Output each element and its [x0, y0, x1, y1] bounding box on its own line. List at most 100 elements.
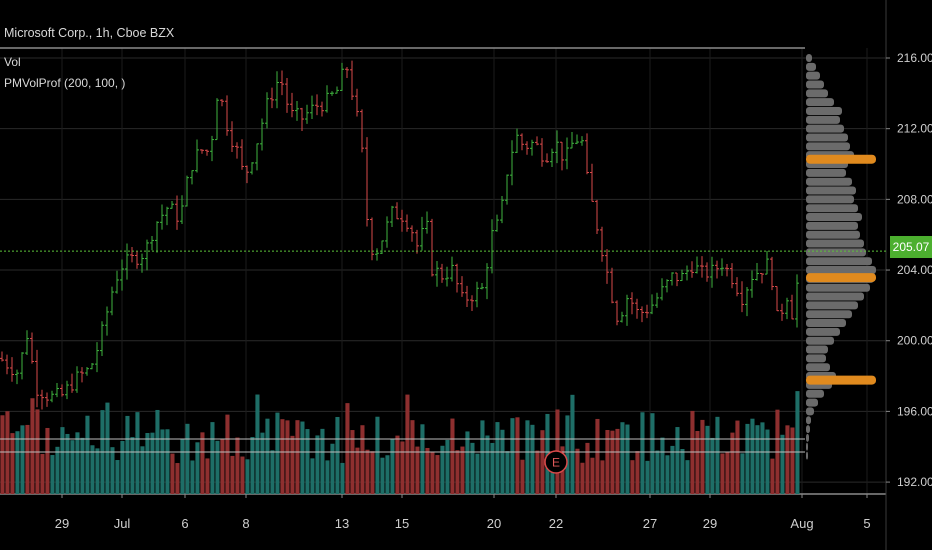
price-tick-label: 200.00	[897, 334, 932, 348]
candle	[605, 249, 609, 284]
profile-level	[806, 71, 820, 80]
candle	[175, 195, 179, 230]
candle	[270, 87, 274, 109]
profile-level	[806, 319, 846, 328]
volume-bar	[120, 440, 125, 494]
volume-bar	[415, 446, 420, 494]
poc-level	[806, 273, 876, 283]
candle	[365, 137, 369, 227]
candle	[585, 133, 589, 175]
volume-bar	[110, 447, 115, 494]
volume-bar	[185, 423, 190, 494]
indicator-volume-profile-label[interactable]: PMVolProf (200, 100, )	[4, 76, 126, 90]
volume-bar	[45, 427, 50, 494]
volume-bar	[510, 418, 515, 494]
volume-bar	[600, 460, 605, 494]
candle	[715, 260, 719, 279]
candle	[290, 92, 294, 118]
volume-bar	[470, 442, 475, 494]
candle	[225, 95, 229, 136]
candle	[445, 266, 449, 287]
poc-level	[806, 154, 876, 164]
candle	[345, 66, 349, 78]
candle	[385, 216, 389, 248]
candle	[495, 214, 499, 232]
volume-bar	[425, 447, 430, 494]
volume-bar	[5, 411, 10, 494]
volume-bar	[325, 460, 330, 494]
volume-bar	[0, 415, 5, 494]
candle	[475, 281, 479, 308]
volume-bar	[635, 451, 640, 494]
candle	[600, 226, 604, 262]
candle	[575, 134, 579, 145]
candle	[260, 118, 264, 151]
price-axis[interactable]: 216.00 212.00 208.00 204.00 200.00 196.00 192.…	[886, 51, 932, 489]
volume-bar	[725, 451, 730, 494]
volume-bar	[295, 420, 300, 494]
candle	[15, 369, 19, 385]
volume-bar	[245, 459, 250, 494]
volume-bar	[750, 418, 755, 494]
volume-bar	[430, 452, 435, 494]
volume-bar	[265, 418, 270, 494]
profile-level	[806, 221, 858, 230]
volume-bar	[385, 455, 390, 494]
volume-bar	[235, 437, 240, 494]
candle	[245, 165, 249, 184]
volume-bar	[250, 437, 255, 494]
candle	[90, 363, 94, 370]
profile-level	[806, 292, 864, 301]
volume-bar	[335, 416, 340, 494]
indicator-volume-label[interactable]: Vol	[4, 55, 21, 69]
candle	[685, 265, 689, 281]
volume-bar	[640, 412, 645, 494]
candle	[660, 278, 664, 301]
volume-bar	[55, 446, 60, 494]
volume-bar	[665, 455, 670, 494]
candle	[335, 86, 339, 94]
volume-bar	[350, 430, 355, 494]
candle	[540, 138, 544, 167]
volume-bar	[550, 460, 555, 494]
candle	[740, 281, 744, 313]
volume-bar	[360, 425, 365, 494]
volume-bar	[515, 417, 520, 494]
candle	[525, 141, 529, 155]
volume-bar	[630, 460, 635, 494]
time-tick-label: 15	[395, 516, 409, 531]
candle	[340, 62, 344, 91]
volume-bar	[310, 458, 315, 494]
volume-bar	[240, 456, 245, 494]
candle	[295, 100, 299, 121]
volume-bar	[370, 451, 375, 494]
volume-bar	[440, 445, 445, 494]
candle	[405, 214, 409, 232]
candle	[645, 304, 649, 319]
volume-bar	[675, 427, 680, 494]
volume-bar	[435, 455, 440, 494]
profile-level	[806, 204, 858, 213]
profile-level	[806, 177, 852, 186]
profile-level	[806, 442, 808, 451]
volume-bar	[175, 463, 180, 494]
candle	[350, 60, 354, 100]
volume-bar	[590, 457, 595, 494]
volume-bar	[300, 421, 305, 494]
candle	[720, 258, 724, 276]
volume-bar	[380, 457, 385, 494]
candle	[775, 286, 779, 312]
volume-bar	[365, 449, 370, 494]
symbol-title[interactable]: Microsoft Corp., 1h, Cboe BZX	[4, 26, 175, 40]
volume-bar	[105, 402, 110, 494]
volume-bar	[410, 420, 415, 494]
candle	[760, 272, 764, 284]
time-axis[interactable]: 29 Jul 6 8 13 15 20 22 27 29 Aug 5	[55, 494, 871, 531]
candle	[360, 109, 364, 153]
candle	[795, 274, 799, 328]
profile-level	[806, 389, 824, 398]
price-tick-label: 216.00	[897, 51, 932, 65]
profile-level	[806, 283, 870, 292]
candle	[220, 99, 224, 107]
